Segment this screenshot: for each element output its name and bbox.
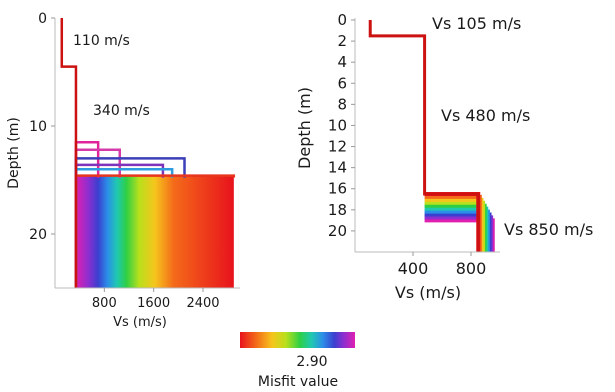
left-y-tick-label-1: 10 [29,119,47,135]
right-y-ticks: 0 2 4 6 8 10 12 14 16 18 20 [328,11,355,240]
left-profile-lines [60,18,236,288]
left-panel: 0 10 20 800 1600 2400 Depth (m) Vs (m/s) 110… [6,11,240,330]
right-x-tick-label-1: 800 [456,259,487,278]
left-y-ticks: 0 10 20 [29,11,55,243]
misfit-colorbar: 2.90 Misfit value [240,332,355,390]
left-halfspace-gradient [75,175,234,288]
right-x-ticks: 400 800 [398,252,487,278]
left-annotation-110: 110 m/s [73,33,130,49]
right-annotation-850: Vs 850 m/s [504,220,593,239]
left-y-tick-label-2: 20 [29,227,47,243]
right-y-tick-label-1: 2 [337,32,347,50]
right-y-tick-label-10: 20 [328,222,347,240]
right-y-tick-label-5: 10 [328,116,347,134]
left-y-axis-label: Depth (m) [6,117,22,189]
colorbar-label: Misfit value [258,374,338,390]
right-profile-lines [368,20,495,252]
right-panel: 0 2 4 6 8 10 12 14 16 18 20 400 800 Depth (m) Vs (m… [295,11,593,302]
left-best-model-line [60,18,78,288]
right-y-tick-label-2: 4 [337,53,347,71]
right-y-tick-label-7: 14 [328,159,347,177]
left-x-tick-label-0: 800 [92,296,117,311]
colorbar-value-label: 2.90 [296,354,327,370]
right-annotation-105: Vs 105 m/s [432,14,521,33]
left-x-axis-label: Vs (m/s) [113,315,167,330]
right-x-axis-label: Vs (m/s) [395,283,461,302]
right-best-model-line [368,20,480,252]
right-x-tick-label-0: 400 [398,259,429,278]
left-x-ticks: 800 1600 2400 [92,288,220,311]
right-y-tick-label-4: 8 [337,95,347,113]
right-y-tick-label-6: 12 [328,138,347,156]
colorbar-gradient [240,332,355,348]
left-x-tick-label-2: 2400 [186,296,219,311]
left-annotation-340: 340 m/s [93,103,150,119]
right-y-tick-label-3: 6 [337,74,347,92]
right-y-tick-label-8: 16 [328,180,347,198]
right-y-tick-label-9: 18 [328,201,347,219]
left-profile-fills [75,175,234,288]
right-y-axis-label: Depth (m) [295,87,314,169]
right-annotation-480: Vs 480 m/s [441,106,530,125]
left-y-tick-label-0: 0 [38,11,47,27]
left-x-tick-label-1: 1600 [137,296,170,311]
right-y-tick-label-0: 0 [337,11,347,29]
